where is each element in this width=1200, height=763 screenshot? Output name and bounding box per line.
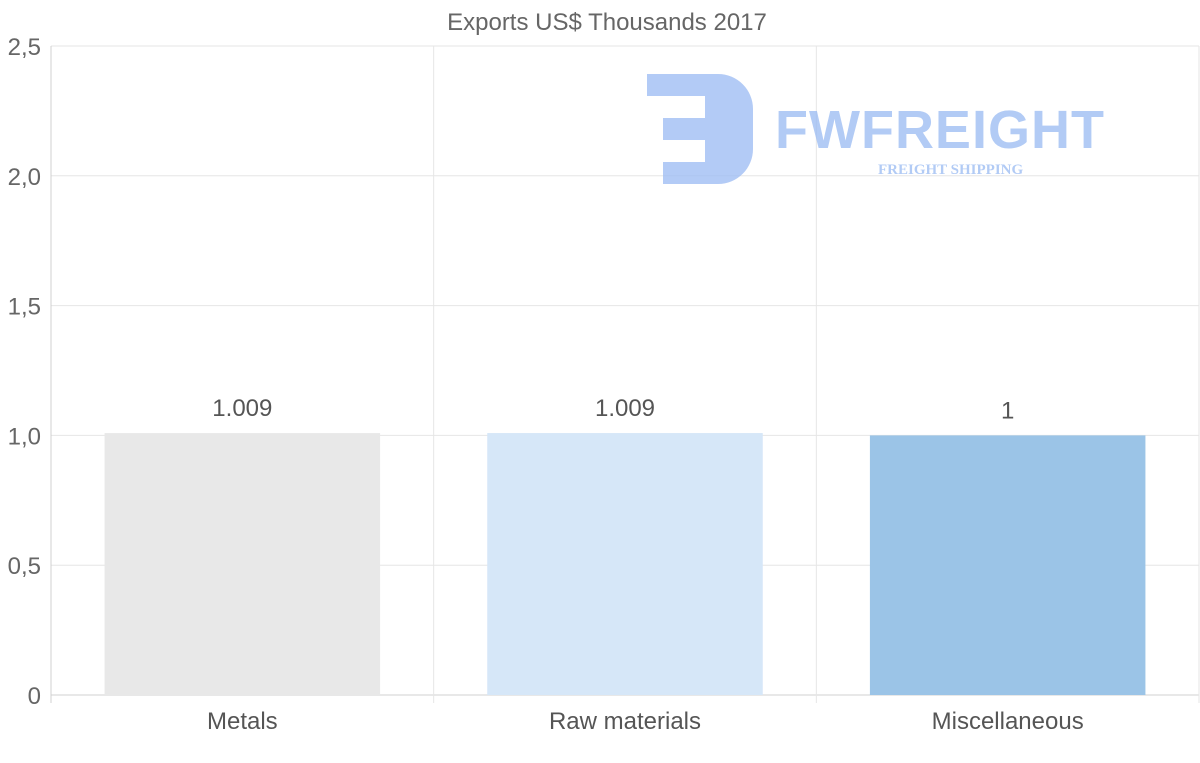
bar-miscellaneous <box>869 435 1146 695</box>
y-tick-label: 2,0 <box>8 164 41 191</box>
bar-raw-materials <box>487 433 763 695</box>
y-tick-label: 0,5 <box>8 553 41 580</box>
x-tick-label: Miscellaneous <box>932 708 1084 735</box>
data-labels: 1.009 1.009 1 <box>212 395 1014 424</box>
watermark-tagline: FREIGHT SHIPPING <box>878 162 1023 178</box>
bars <box>104 433 1146 695</box>
watermark-logo: FWFREIGHT FREIGHT SHIPPING <box>647 74 1105 184</box>
data-label: 1.009 <box>212 395 272 422</box>
data-label: 1.009 <box>595 395 655 422</box>
chart-title: Exports US$ Thousands 2017 <box>447 9 767 36</box>
y-tick-label: 2,5 <box>8 34 41 61</box>
watermark-brand: FWFREIGHT <box>775 100 1105 160</box>
fw-logo-icon <box>647 74 753 184</box>
y-axis-ticks: 0 0,5 1,0 1,5 2,0 2,5 <box>8 34 41 710</box>
y-tick-label: 1,5 <box>8 294 41 321</box>
bar-metals <box>104 433 381 695</box>
y-tick-label: 0 <box>28 683 41 710</box>
x-tick-label: Raw materials <box>549 708 701 735</box>
data-label: 1 <box>1001 397 1014 424</box>
x-tick-label: Metals <box>207 708 278 735</box>
y-tick-label: 1,0 <box>8 423 41 450</box>
x-axis-categories: Metals Raw materials Miscellaneous <box>207 708 1084 735</box>
